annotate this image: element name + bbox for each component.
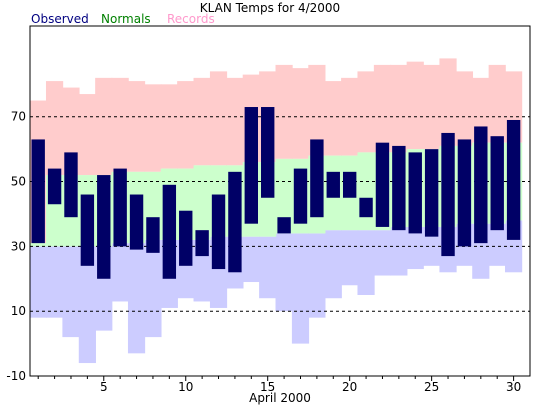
record-high-bar (406, 61, 424, 150)
y-tick-label: 30 (11, 239, 26, 253)
observed-bar (441, 132, 455, 257)
record-high-bar (308, 64, 326, 156)
observed-bar (408, 152, 422, 234)
observed-bar (392, 145, 406, 231)
observed-bar (424, 149, 439, 237)
record-high-bar (226, 77, 244, 166)
x-axis-label: April 2000 (249, 391, 311, 405)
record-high-bar (177, 81, 195, 169)
y-tick-label: 10 (11, 304, 26, 318)
record-low-bar (373, 230, 392, 276)
record-low-bar (488, 223, 506, 266)
observed-bar (31, 139, 45, 244)
legend-records: Records (167, 12, 215, 26)
record-high-bar (472, 77, 490, 143)
observed-bar (195, 230, 209, 257)
record-low-bar (423, 226, 441, 266)
observed-bar (146, 217, 160, 253)
record-high-bar (193, 77, 211, 166)
record-low-bar (127, 243, 146, 354)
x-tick-label: 5 (100, 380, 108, 394)
record-low-bar (291, 233, 310, 344)
observed-bar (506, 119, 521, 240)
observed-bar (342, 171, 357, 198)
record-high-bar (357, 71, 375, 153)
record-high-bar (111, 77, 129, 172)
record-high-bar (144, 84, 162, 172)
record-high-bar (78, 94, 96, 176)
record-low-bar (62, 246, 80, 338)
observed-bar (457, 139, 472, 247)
record-high-bar (209, 71, 228, 166)
record-high-bar (45, 81, 64, 176)
record-high-bar (160, 84, 178, 169)
legend: Observed Normals Records (31, 12, 215, 26)
y-tick-label: 50 (11, 175, 26, 189)
observed-bar (162, 184, 177, 279)
y-tick-label: 70 (11, 110, 26, 124)
x-tick-label: 25 (424, 380, 439, 394)
record-low-bar (341, 230, 359, 286)
record-high-bar (373, 64, 392, 153)
plot-frame (29, 25, 531, 377)
record-high-bar (455, 71, 474, 146)
legend-normals: Normals (101, 12, 151, 26)
normal-bar (29, 243, 47, 247)
observed-bar (64, 152, 78, 218)
observed-bar (211, 194, 226, 270)
observed-bar (375, 142, 390, 227)
record-low-bar (259, 236, 277, 299)
chart-title: KLAN Temps for 4/2000 (200, 1, 340, 15)
observed-bar (129, 194, 144, 250)
record-high-bar (95, 77, 113, 176)
normal-bar (357, 152, 375, 231)
normal-bar (275, 158, 293, 234)
record-low-bar (357, 230, 375, 295)
record-low-bar (275, 233, 293, 312)
record-low-bar (45, 246, 64, 318)
axes: -10 10 30 50 70 5 10 15 20 25 30 (6, 25, 531, 394)
legend-observed: Observed (31, 12, 89, 26)
y-tick-label: -10 (6, 369, 26, 383)
x-tick-label: 10 (178, 380, 193, 394)
observed-bar (326, 171, 340, 198)
observed-bar (244, 107, 258, 224)
observed-bar (490, 136, 504, 231)
record-high-bar (439, 58, 457, 146)
record-high-bar (423, 64, 441, 150)
record-low-bar (144, 239, 162, 338)
observed-bar (113, 168, 127, 247)
normal-bar (193, 165, 211, 240)
observed-bar (228, 171, 242, 273)
record-high-bar (390, 64, 408, 153)
x-tick-label: 30 (506, 380, 521, 394)
record-low-bar (406, 226, 424, 270)
record-high-bar (488, 64, 506, 143)
observed-bar (310, 139, 324, 218)
record-low-bar (308, 233, 326, 318)
observed-bar (293, 168, 308, 224)
observed-bar (179, 210, 193, 266)
observed-bar (359, 197, 373, 218)
record-low-bar (242, 236, 260, 283)
record-low-bar (78, 246, 96, 364)
observed-layer (31, 107, 521, 279)
observed-bar (277, 217, 291, 234)
observed-bar (261, 107, 275, 198)
record-low-bar (111, 243, 129, 302)
record-high-bar (324, 81, 342, 156)
x-tick-label: 15 (260, 380, 275, 394)
record-low-bar (29, 246, 47, 318)
x-tick-label: 20 (342, 380, 357, 394)
record-low-bar (390, 226, 408, 276)
record-high-bar (127, 81, 146, 172)
record-low-bar (324, 230, 342, 299)
observed-bar (97, 175, 111, 279)
record-high-bar (291, 68, 310, 159)
observed-bar (47, 168, 62, 205)
record-high-bar (275, 64, 293, 159)
observed-bar (474, 126, 488, 244)
observed-bar (80, 194, 95, 266)
